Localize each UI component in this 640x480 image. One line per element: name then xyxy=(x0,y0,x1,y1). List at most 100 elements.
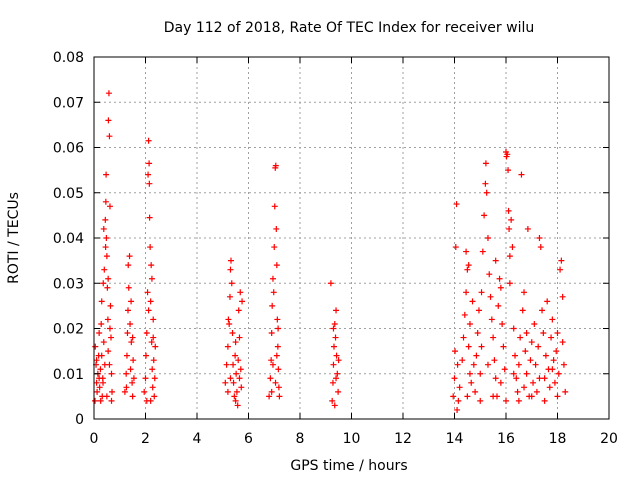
x-tick-label: 6 xyxy=(244,431,253,447)
data-point xyxy=(227,257,234,264)
y-tick-label: 0.01 xyxy=(53,367,84,383)
data-point xyxy=(470,361,477,368)
x-tick-label: 18 xyxy=(549,431,567,447)
data-point xyxy=(234,402,241,409)
data-point xyxy=(482,180,489,187)
data-point xyxy=(540,330,547,337)
data-point xyxy=(497,284,504,291)
data-point xyxy=(108,370,115,377)
data-point xyxy=(478,343,485,350)
data-point xyxy=(472,388,479,395)
data-point xyxy=(537,244,544,251)
data-point xyxy=(105,348,112,355)
data-point xyxy=(105,90,112,97)
data-point xyxy=(477,397,484,404)
data-point xyxy=(548,334,555,341)
data-point xyxy=(555,370,562,377)
data-point xyxy=(334,370,341,377)
data-point xyxy=(123,384,130,391)
x-tick-label: 8 xyxy=(296,431,305,447)
data-point xyxy=(330,361,337,368)
data-point xyxy=(273,262,280,269)
data-point xyxy=(100,339,107,346)
data-point xyxy=(477,370,484,377)
data-point xyxy=(514,388,521,395)
data-point xyxy=(107,334,114,341)
data-point xyxy=(150,357,157,364)
data-point xyxy=(558,257,565,264)
data-point xyxy=(224,343,231,350)
x-tick-label: 4 xyxy=(193,431,202,447)
data-point xyxy=(236,375,243,382)
data-point xyxy=(327,280,334,287)
data-point xyxy=(237,366,244,373)
data-point xyxy=(331,320,338,327)
y-axis-tick-labels: 0 0.01 0.02 0.03 0.04 0.05 0.06 0.07 0.08 xyxy=(53,50,84,428)
data-point xyxy=(232,397,239,404)
data-point xyxy=(478,289,485,296)
data-point xyxy=(486,271,493,278)
data-point xyxy=(496,275,503,282)
data-point xyxy=(235,307,242,314)
data-point xyxy=(144,289,151,296)
data-point xyxy=(97,366,104,373)
data-points xyxy=(92,90,569,413)
data-point xyxy=(329,397,336,404)
data-point xyxy=(123,370,130,377)
data-point xyxy=(109,388,116,395)
data-point xyxy=(228,280,235,287)
data-point xyxy=(541,375,548,382)
x-tick-label: 0 xyxy=(90,431,99,447)
data-point xyxy=(459,357,466,364)
data-point xyxy=(452,244,459,251)
data-point xyxy=(469,298,476,305)
data-point xyxy=(98,320,105,327)
data-point xyxy=(224,388,231,395)
data-point xyxy=(332,334,339,341)
data-point xyxy=(145,137,152,144)
data-point xyxy=(100,379,107,386)
data-point xyxy=(506,253,513,260)
data-point xyxy=(517,334,524,341)
data-point xyxy=(483,189,490,196)
data-point xyxy=(227,266,234,273)
data-point xyxy=(481,212,488,219)
axis-ticks xyxy=(93,56,610,420)
data-point xyxy=(149,384,156,391)
data-point xyxy=(145,307,152,314)
data-point xyxy=(104,284,111,291)
data-point xyxy=(463,289,470,296)
data-point xyxy=(330,325,337,332)
data-point xyxy=(269,302,276,309)
data-point xyxy=(226,293,233,300)
data-point xyxy=(499,320,506,327)
data-point xyxy=(550,357,557,364)
data-point xyxy=(103,253,110,260)
data-point xyxy=(275,325,282,332)
data-point xyxy=(143,330,150,337)
y-tick-label: 0.04 xyxy=(53,231,84,247)
data-point xyxy=(233,370,240,377)
data-point xyxy=(106,133,113,140)
data-point xyxy=(474,330,481,337)
data-point xyxy=(560,361,567,368)
x-tick-label: 20 xyxy=(600,431,618,447)
data-point xyxy=(222,379,229,386)
y-tick-label: 0.06 xyxy=(53,141,84,157)
data-point xyxy=(274,343,281,350)
data-point xyxy=(239,298,246,305)
data-point xyxy=(456,384,463,391)
data-point xyxy=(523,370,530,377)
data-point xyxy=(146,180,153,187)
data-point xyxy=(522,348,529,355)
data-point xyxy=(527,357,534,364)
data-point xyxy=(460,334,467,341)
data-point xyxy=(541,397,548,404)
data-point xyxy=(276,393,283,400)
data-point xyxy=(232,352,239,359)
data-point xyxy=(539,307,546,314)
data-point xyxy=(484,235,491,241)
data-point xyxy=(100,225,107,232)
data-point xyxy=(148,339,155,346)
